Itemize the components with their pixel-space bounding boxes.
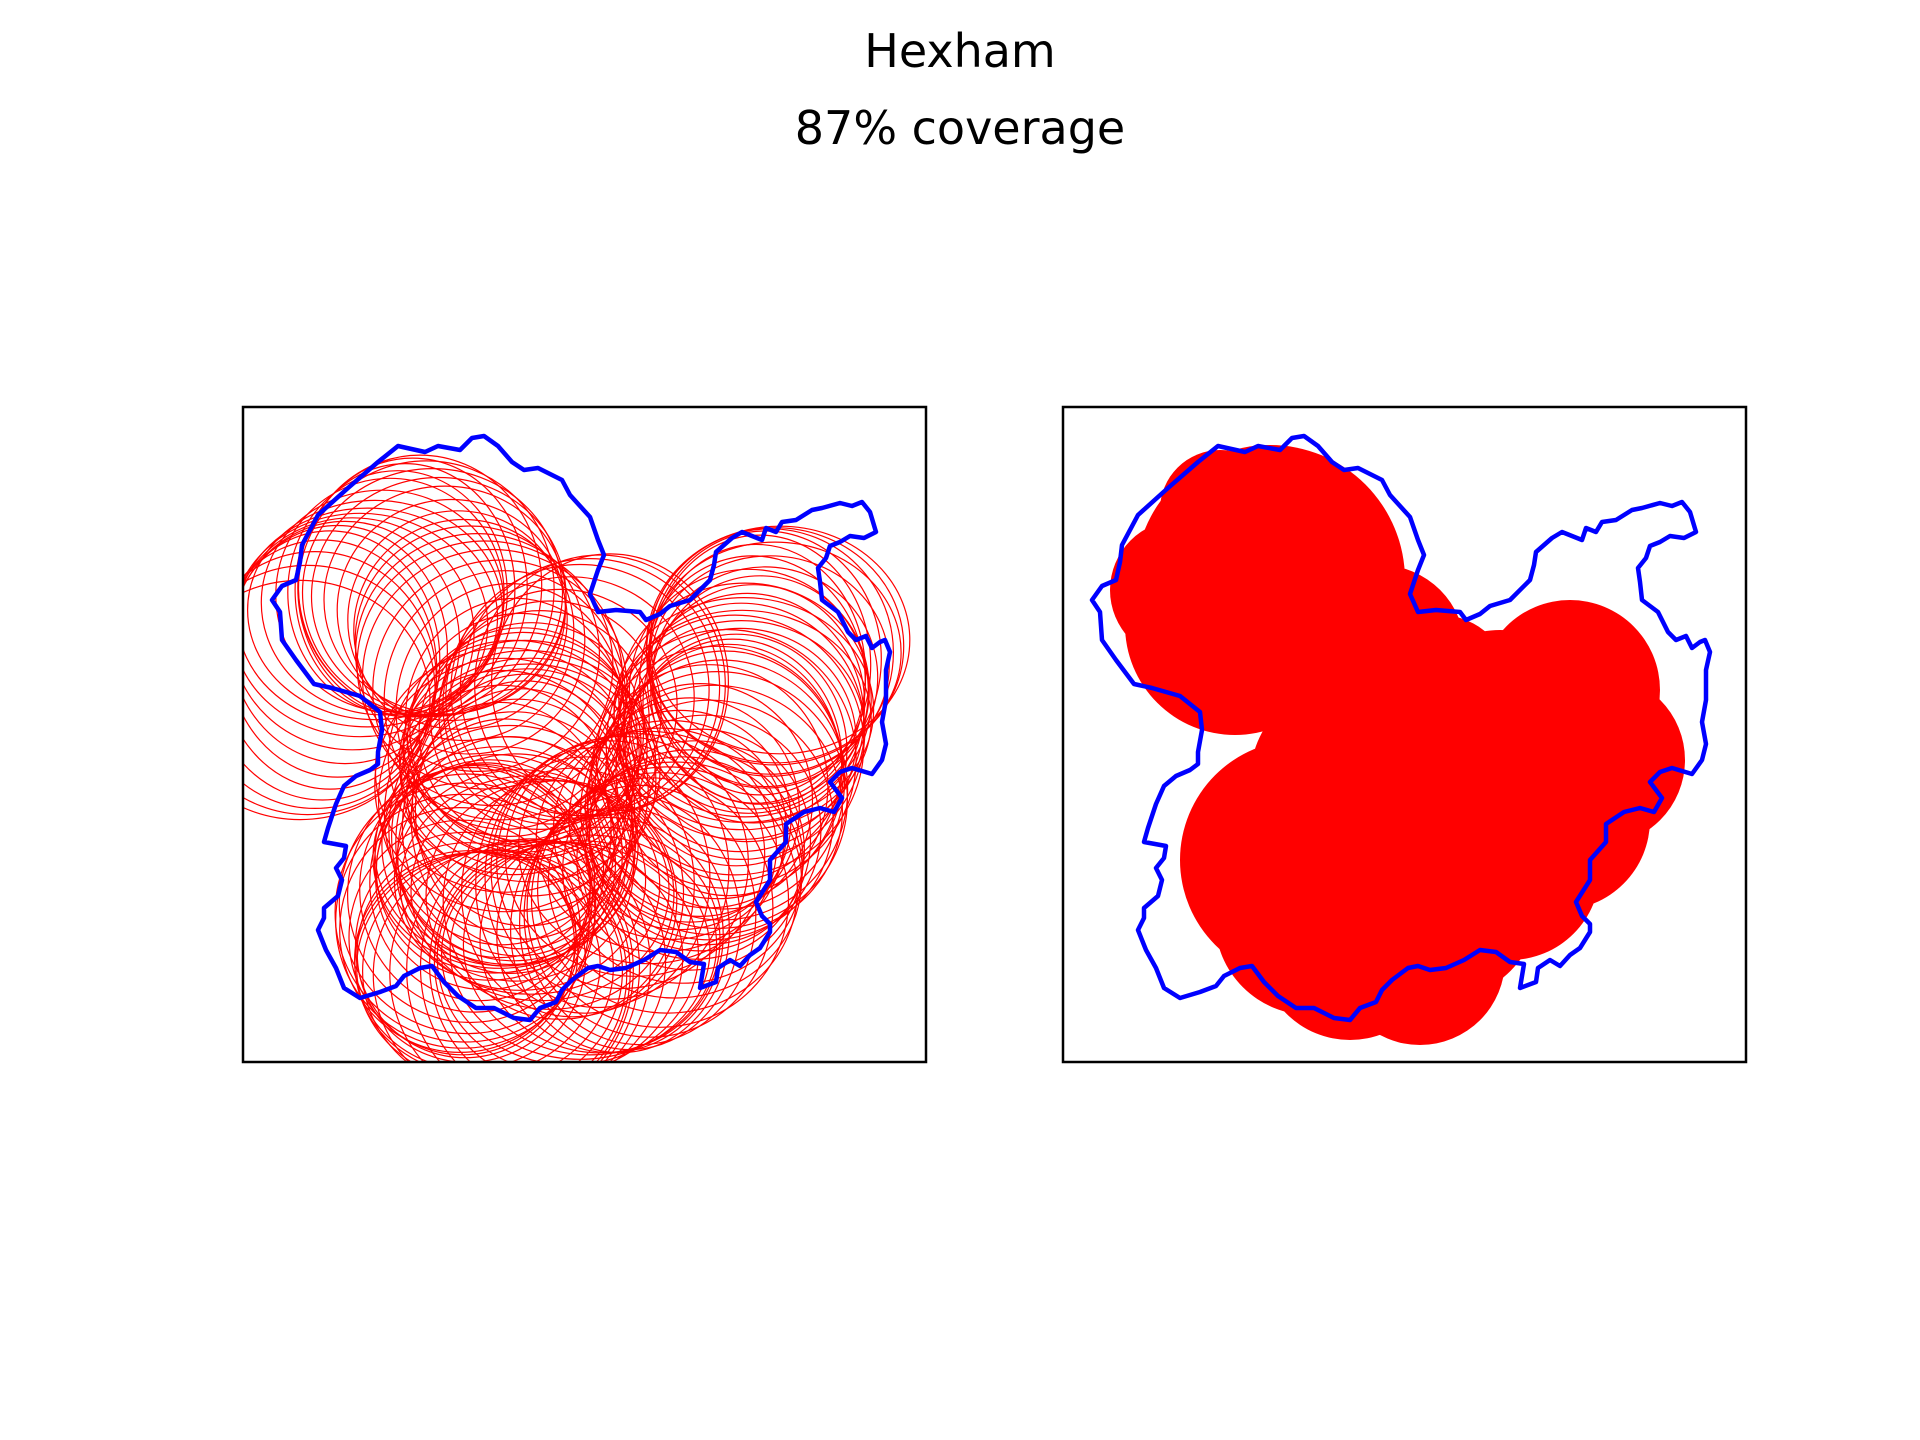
coverage-circle	[445, 576, 695, 819]
left-axes-frame	[241, 405, 928, 1064]
coverage-circle	[301, 468, 564, 718]
coverage-circle	[410, 778, 670, 1002]
coverage-circle	[438, 600, 662, 825]
coverage-circle	[375, 759, 605, 981]
coverage-circle	[518, 794, 741, 1051]
coverage-circle	[243, 579, 431, 821]
left-map-panel	[241, 405, 928, 1064]
coverage-circle	[642, 584, 866, 824]
coverage-circle	[401, 663, 657, 897]
coverage-circle	[403, 631, 642, 859]
coverage-circle	[243, 517, 475, 751]
coverage-union-fill	[1110, 445, 1685, 1045]
coverage-circle	[605, 614, 865, 876]
coverage-circle	[650, 575, 870, 805]
coverage-circle	[484, 746, 711, 1009]
coverage-circle	[474, 554, 726, 816]
coverage-fill-disc	[1110, 520, 1250, 660]
coverage-circle	[430, 609, 650, 830]
coverage-circle	[388, 701, 612, 959]
coverage-circle	[491, 553, 730, 812]
coverage-circle	[353, 518, 575, 742]
coverage-circle	[243, 524, 448, 778]
coverage-subtitle: 87% coverage	[794, 101, 1126, 155]
coverage-circle	[442, 588, 678, 822]
coverage-circles	[243, 454, 911, 1062]
district-boundary-left	[269, 433, 893, 1023]
coverage-circle	[243, 530, 441, 790]
coverage-circle	[459, 557, 721, 817]
coverage-circle	[243, 512, 489, 738]
coverage-circle	[595, 628, 857, 889]
coverage-circle	[584, 684, 843, 936]
coverage-circle	[517, 730, 777, 965]
coverage-circle	[406, 839, 634, 1062]
coverage-circle	[418, 622, 645, 843]
coverage-circle	[393, 769, 647, 991]
coverage-circle	[387, 639, 640, 876]
coverage-circle	[243, 539, 438, 801]
coverage-circle	[372, 849, 628, 1062]
coverage-circle	[651, 566, 879, 789]
coverage-circle	[397, 735, 623, 974]
coverage-fill-disc	[1400, 760, 1600, 960]
coverage-circle	[355, 532, 601, 772]
right-axes-frame	[1061, 405, 1748, 1064]
coverage-circle	[425, 779, 675, 1010]
district-boundary-right	[1089, 433, 1713, 1023]
coverage-circle	[374, 647, 636, 893]
coverage-circle	[336, 498, 566, 722]
coverage-circle	[354, 525, 586, 755]
coverage-circle	[490, 740, 730, 1000]
coverage-circle	[475, 756, 695, 1014]
coverage-circle	[618, 582, 872, 818]
coverage-circle	[645, 527, 905, 766]
coverage-circle	[504, 733, 766, 977]
boundary-outline	[1089, 433, 1713, 1023]
coverage-circle	[395, 718, 615, 967]
boundary-outline	[269, 433, 893, 1023]
coverage-circle	[586, 682, 814, 917]
coverage-circle	[372, 746, 628, 969]
coverage-circle	[584, 740, 805, 960]
right-map-panel	[1061, 405, 1748, 1064]
coverage-circle	[617, 602, 866, 860]
coverage-circle	[247, 499, 504, 721]
coverage-circle	[243, 507, 499, 728]
coverage-circle	[409, 612, 631, 848]
coverage-circle	[410, 688, 632, 950]
figure-title: Hexham	[864, 24, 1056, 78]
coverage-circle	[613, 609, 872, 831]
